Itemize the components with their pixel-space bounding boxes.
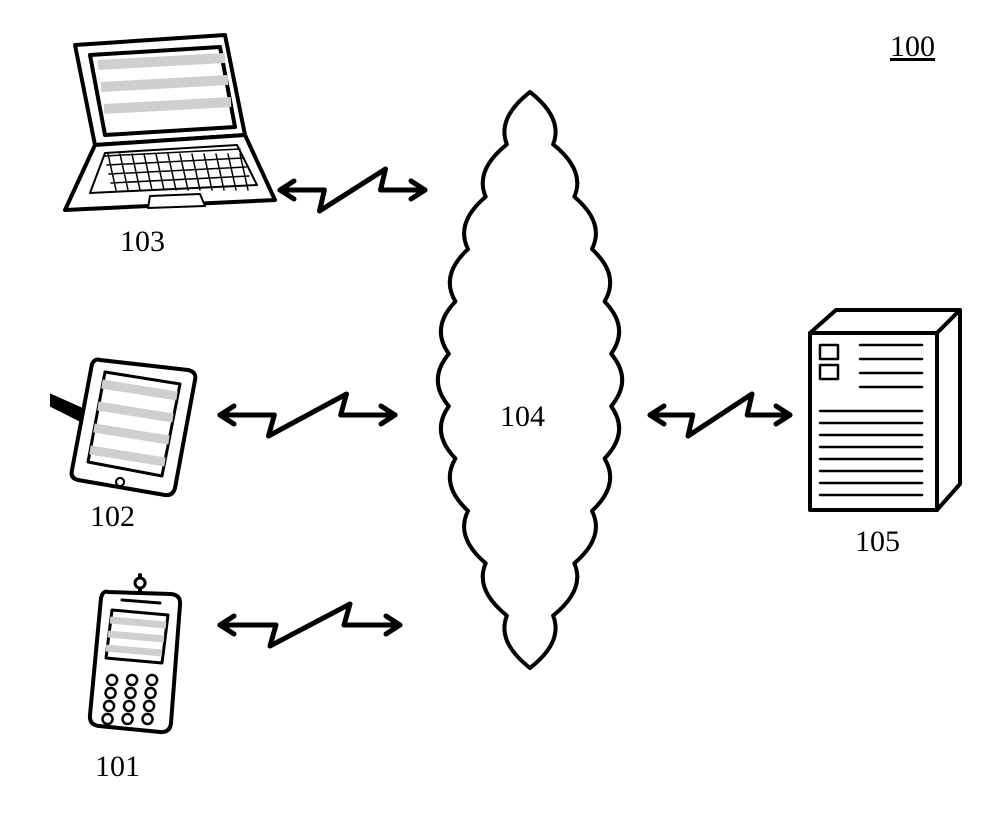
phone-icon (70, 570, 190, 740)
label: 104 (500, 400, 545, 434)
wireless-link-icon (640, 380, 800, 450)
wireless-link-icon (210, 590, 410, 660)
label: 101 (95, 750, 140, 784)
laptop-icon (50, 30, 280, 220)
label: 103 (120, 225, 165, 259)
diagram-canvas: 100 101 102 103 104 105 (0, 0, 1000, 820)
label: 102 (90, 500, 135, 534)
wireless-link-icon (270, 155, 435, 225)
wireless-link-icon (210, 380, 405, 450)
label: 105 (855, 525, 900, 559)
label: 100 (890, 30, 935, 64)
cloud-icon (430, 80, 630, 680)
server-icon (805, 305, 965, 515)
tablet-icon (50, 350, 200, 500)
